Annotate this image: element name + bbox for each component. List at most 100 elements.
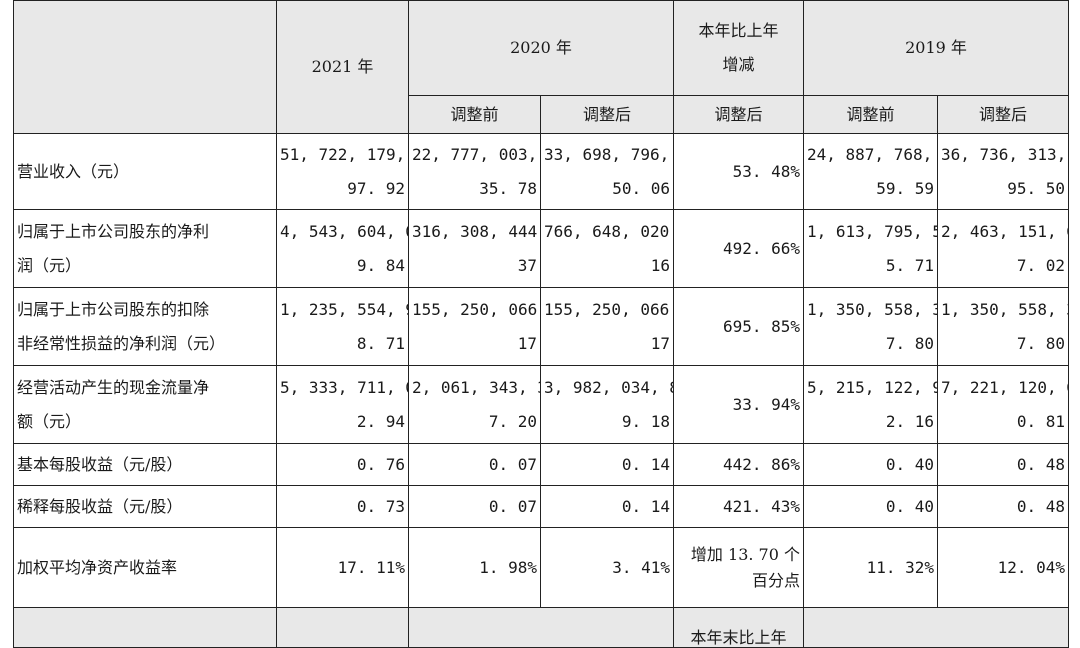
header-2021: 2021 年 [276,0,409,134]
cell-c2021: 4, 543, 604, 00 9. 84 [276,209,409,288]
cell-value-line: 50. 06 [612,178,670,198]
partial-footer-row: 本年末比上年 [13,607,1069,648]
cell-value-line: 5, 215, 122, 98 [807,377,938,397]
cell-value-line: 0. 81 [1016,411,1065,431]
cell-c2020-before: 2, 061, 343, 30 7. 20 [408,365,541,444]
cell-value-line: 7. 80 [885,333,934,353]
cell-c2019-after: 12. 04% [937,527,1069,608]
cell-value-line: 36, 736, 313, 9 [941,144,1068,164]
cell-value-line: 155, 250, 066. [412,299,541,319]
header-2020-after: 调整后 [540,95,674,134]
partial-cell [13,607,277,648]
cell-c2021: 17. 11% [276,527,409,608]
header-2019-before: 调整前 [803,95,938,134]
cell-change: 33. 94% [673,365,804,444]
cell-value-line: 0. 40 [885,454,934,474]
partial-change-header: 本年末比上年 [673,607,804,648]
cell-c2020-before: 316, 308, 444. 37 [408,209,541,288]
cell-c2021: 51, 722, 179, 6 97. 92 [276,133,409,210]
cell-value-line: 53. 48% [732,161,800,181]
row-label: 加权平均净资产收益率 [13,527,277,608]
row-label-line: 稀释每股收益（元/股） [17,496,183,516]
row-label-line: 营业收入（元） [17,161,130,181]
cell-c2021: 0. 76 [276,443,409,486]
cell-value-line: 766, 648, 020. [544,221,674,241]
cell-c2020-after: 0. 14 [540,485,674,528]
cell-value-line: 492. 66% [722,238,800,258]
cell-value-line: 24, 887, 768, 9 [807,144,938,164]
cell-value-line: 33. 94% [732,394,800,414]
cell-value-line: 3. 41% [612,557,670,577]
cell-value-line: 7. 20 [488,411,537,431]
cell-c2019-before: 24, 887, 768, 9 59. 59 [803,133,938,210]
cell-value-line: 17. 11% [337,557,405,577]
header-row-sub: 调整前 调整后 调整后 调整前 调整后 [14,95,1069,134]
cell-c2019-after: 7, 221, 120, 00 0. 81 [937,365,1069,444]
cell-change: 492. 66% [673,209,804,288]
cell-value-line: 35. 78 [479,178,537,198]
row-label: 基本每股收益（元/股） [13,443,277,486]
header-2021-label: 2021 年 [311,57,374,76]
cell-value-line: 9. 18 [621,411,670,431]
cell-value-line: 7, 221, 120, 00 [941,377,1068,397]
cell-value-line: 17 [650,333,670,353]
cell-change: 442. 86% [673,443,804,486]
cell-value-line: 1, 350, 558, 31 [807,299,938,319]
cell-c2021: 1, 235, 554, 99 8. 71 [276,287,409,366]
cell-c2020-after: 3, 982, 034, 86 9. 18 [540,365,674,444]
row-label-line: 加权平均净资产收益率 [17,557,178,577]
header-change-after: 调整后 [673,95,804,134]
row-label: 经营活动产生的现金流量净 额（元） [13,365,277,444]
header-2019-after: 调整后 [937,95,1069,134]
header-row-years: 2021 年 2020 年 本年比上年 增减 2019 年 [13,0,1069,134]
cell-c2019-before: 1, 350, 558, 31 7. 80 [803,287,938,366]
partial-cell [276,607,409,648]
row-label-line: 归属于上市公司股东的净利 [17,221,210,241]
cell-value-line: 2. 16 [885,411,934,431]
header-change: 本年比上年 增减 [673,0,804,96]
row-label-line: 经营活动产生的现金流量净 [17,377,210,397]
header-2019: 2019 年 [803,0,1069,96]
row-label: 营业收入（元） [13,133,277,210]
row-label-line: 非经常性损益的净利润（元） [17,333,226,353]
cell-c2019-after: 36, 736, 313, 9 95. 50 [937,133,1069,210]
cell-c2019-before: 0. 40 [803,485,938,528]
cell-value-line: 1. 98% [479,557,537,577]
cell-value-line: 16 [650,255,670,275]
cell-c2020-before: 1. 98% [408,527,541,608]
cell-c2020-before: 0. 07 [408,443,541,486]
cell-value-line: 3, 982, 034, 86 [544,377,673,397]
cell-value-line: 增加 13. 70 个 [690,544,800,564]
row-label: 归属于上市公司股东的扣除 非经常性损益的净利润（元） [13,287,277,366]
header-2020: 2020 年 [408,0,674,96]
cell-value-line: 11. 32% [866,557,934,577]
header-change-line2: 增减 [722,55,755,74]
header-corner-cell [13,0,277,134]
cell-value-line: 33, 698, 796, 9 [544,144,673,164]
cell-c2020-after: 766, 648, 020. 16 [540,209,674,288]
cell-value-line: 百分点 [751,570,800,590]
cell-change: 421. 43% [673,485,804,528]
cell-value-line: 0. 48 [1016,454,1065,474]
cell-value-line: 0. 73 [356,496,405,516]
cell-value-line: 0. 48 [1016,496,1065,516]
cell-c2020-before: 22, 777, 003, 5 35. 78 [408,133,541,210]
cell-value-line: 2, 061, 343, 30 [412,377,540,397]
cell-value-line: 442. 86% [722,454,800,474]
cell-value-line: 1, 350, 558, 31 [941,299,1068,319]
cell-value-line: 97. 92 [347,178,405,198]
cell-value-line: 0. 14 [621,496,670,516]
cell-c2021: 5, 333, 711, 09 2. 94 [276,365,409,444]
header-2019-label: 2019 年 [905,38,967,57]
cell-value-line: 0. 07 [488,496,537,516]
cell-change: 695. 85% [673,287,804,366]
cell-c2020-before: 0. 07 [408,485,541,528]
cell-value-line: 1, 235, 554, 99 [280,299,408,319]
cell-c2020-after: 155, 250, 066. 17 [540,287,674,366]
cell-value-line: 421. 43% [722,496,800,516]
cell-change: 增加 13. 70 个百分点 [673,527,804,608]
header-change-line1: 本年比上年 [698,21,779,40]
